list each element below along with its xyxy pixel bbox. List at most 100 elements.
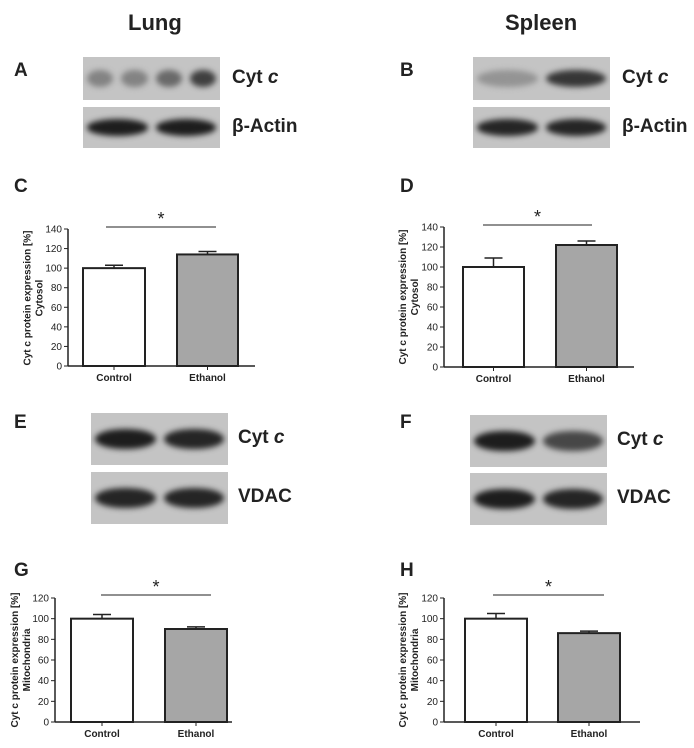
blot-band — [155, 69, 182, 88]
blot-band — [474, 430, 535, 452]
x-tick-label: Ethanol — [571, 729, 608, 740]
bar-ethanol — [176, 253, 239, 367]
bar-ethanol — [164, 628, 228, 723]
y-axis-label-line: Mitochondria — [410, 628, 421, 692]
blot-band — [87, 119, 148, 136]
bar-ethanol — [555, 244, 618, 368]
panel-label-b: B — [400, 60, 414, 81]
bar-control — [462, 266, 525, 368]
blot-band — [95, 487, 156, 509]
blot-band — [155, 119, 216, 136]
y-axis-label-line: Cyt c protein expression [%] — [398, 592, 409, 728]
x-tick-label: Control — [476, 374, 512, 385]
blot-band — [477, 119, 538, 136]
blot-strip-a-1 — [83, 57, 220, 100]
panel-label-c: C — [14, 176, 28, 197]
y-tick-label: 120 — [421, 243, 438, 254]
y-tick-label: 20 — [38, 697, 50, 708]
blot-band — [545, 119, 606, 136]
y-axis-label-line: Cyt c protein expression [%] — [10, 592, 21, 728]
panel-label-h: H — [400, 560, 414, 581]
y-axis-label-line: Cyt c protein expression [%] — [398, 229, 409, 365]
blot-band — [163, 428, 224, 450]
y-tick-label: 20 — [51, 342, 63, 353]
x-tick-label: Ethanol — [189, 373, 226, 384]
y-axis-label-line: Cytosol — [34, 279, 45, 316]
significance-star: * — [152, 577, 159, 597]
y-tick-label: 100 — [45, 264, 62, 275]
y-tick-label: 20 — [427, 697, 439, 708]
blot-strip-b-2 — [473, 107, 610, 148]
y-tick-label: 140 — [45, 225, 62, 236]
blot-label: β-Actin — [232, 115, 298, 137]
y-tick-label: 20 — [427, 343, 439, 354]
x-tick-label: Ethanol — [568, 374, 605, 385]
panel-label-a: A — [14, 60, 28, 81]
panel-label-d: D — [400, 176, 414, 197]
x-tick-label: Control — [96, 373, 132, 384]
y-tick-label: 0 — [432, 363, 438, 374]
significance-star: * — [545, 577, 552, 597]
y-tick-label: 100 — [421, 263, 438, 274]
y-tick-label: 120 — [45, 244, 62, 255]
y-tick-label: 40 — [427, 676, 439, 687]
blot-label: Cyt c — [238, 427, 285, 448]
blot-band — [545, 69, 606, 88]
blot-band — [542, 430, 603, 452]
blot-band — [87, 69, 114, 88]
panel-label-e: E — [14, 412, 27, 433]
blot-band — [542, 488, 603, 510]
blot-band — [189, 69, 216, 88]
blot-band — [95, 428, 156, 450]
blot-label: Cyt c — [622, 66, 669, 88]
significance-star: * — [157, 209, 164, 229]
blot-label: Cyt c — [232, 66, 279, 88]
y-tick-label: 100 — [32, 614, 49, 625]
blot-strip-e-2 — [91, 472, 228, 524]
y-axis-label-line: Mitochondria — [22, 628, 33, 692]
blot-strip-f-1 — [470, 415, 607, 467]
blot-strip-f-2 — [470, 473, 607, 525]
y-tick-label: 80 — [51, 283, 63, 294]
y-tick-label: 60 — [51, 303, 63, 314]
x-tick-label: Control — [478, 729, 514, 740]
blot-strip-b-1 — [473, 57, 610, 100]
blot-strip-e-1 — [91, 413, 228, 465]
panel-label-f: F — [400, 412, 412, 433]
blot-label: VDAC — [238, 486, 292, 507]
y-tick-label: 100 — [421, 614, 438, 625]
blot-band — [121, 69, 148, 88]
blot-band — [477, 69, 538, 88]
y-tick-label: 80 — [427, 283, 439, 294]
blot-band — [474, 488, 535, 510]
y-axis-label: Cyt c protein expression [%] Mitochondria — [398, 578, 424, 742]
bar-control — [82, 267, 146, 367]
y-tick-label: 0 — [432, 718, 438, 729]
y-axis-label-line: Cytosol — [410, 278, 421, 316]
blot-label: Cyt c — [617, 429, 664, 450]
x-tick-label: Control — [84, 729, 120, 740]
y-axis-label-line: Cyt c protein expression [%] — [22, 229, 33, 366]
bar-control — [70, 617, 134, 724]
x-tick-label: Ethanol — [178, 729, 215, 740]
y-tick-label: 60 — [427, 303, 439, 314]
y-axis-label: Cyt c protein expression [%] Cytosol — [22, 209, 48, 386]
y-tick-label: 0 — [43, 718, 49, 729]
y-tick-label: 40 — [38, 676, 50, 687]
panel-label-g: G — [14, 560, 29, 581]
significance-star: * — [534, 207, 541, 227]
y-tick-label: 40 — [427, 323, 439, 334]
blot-label: β-Actin — [622, 115, 688, 137]
y-tick-label: 60 — [427, 656, 439, 667]
blot-band — [163, 487, 224, 509]
blot-label: VDAC — [617, 487, 671, 508]
bar-ethanol — [557, 632, 621, 724]
y-tick-label: 140 — [421, 223, 438, 234]
y-tick-label: 60 — [38, 656, 50, 667]
y-tick-label: 40 — [51, 322, 63, 333]
column-title-spleen: Spleen — [505, 10, 578, 35]
y-axis-label: Cyt c protein expression [%] Mitochondria — [10, 578, 36, 742]
column-title-lung: Lung — [128, 10, 182, 35]
blot-strip-a-2 — [83, 107, 220, 148]
